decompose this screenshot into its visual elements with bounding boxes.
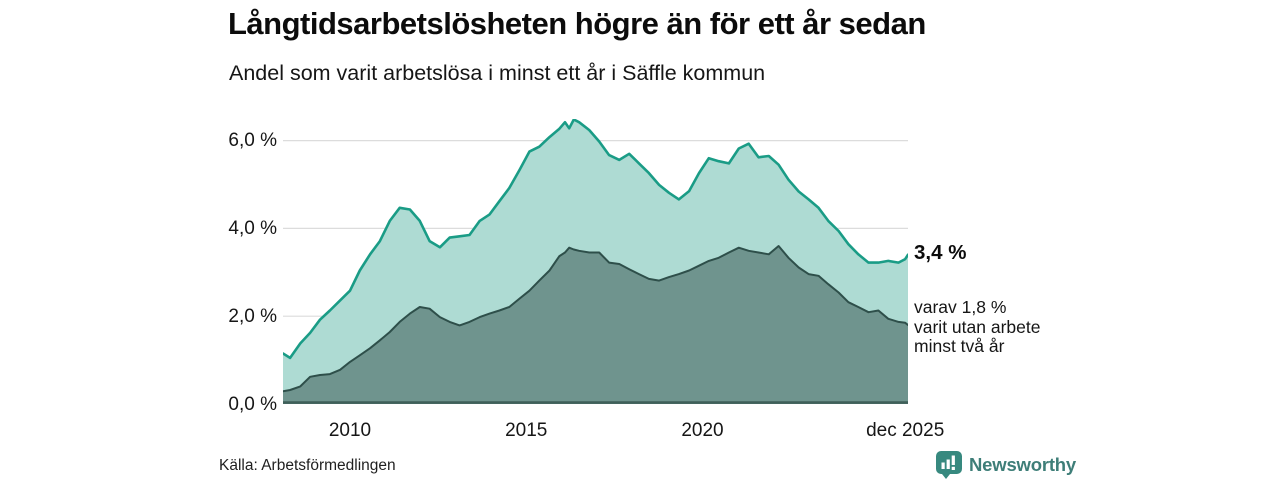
end-label-total: 3,4 % (914, 241, 967, 264)
area-chart-svg (281, 118, 910, 404)
y-tick-label: 6,0 % (228, 130, 277, 152)
brand-logo: Newsworthy (936, 451, 1076, 479)
y-tick-label: 4,0 % (228, 217, 277, 239)
chart-title: Långtidsarbetslösheten högre än för ett … (228, 6, 926, 41)
source-caption: Källa: Arbetsförmedlingen (219, 457, 396, 474)
x-tick-label: 2010 (328, 420, 372, 441)
y-tick-label: 0,0 % (228, 393, 277, 415)
chart-subtitle: Andel som varit arbetslösa i minst ett å… (229, 61, 766, 85)
x-tick-label: 2015 (505, 420, 548, 441)
end-label-subset-note: varav 1,8 % varit utan arbete minst två … (914, 297, 1041, 356)
y-tick-label: 2,0 % (228, 305, 277, 327)
x-tick-label: dec 2025 (866, 420, 945, 441)
x-tick-label: 2020 (681, 420, 724, 441)
plot-area (281, 118, 910, 404)
brand-name: Newsworthy (969, 454, 1076, 475)
newsworthy-icon (936, 451, 962, 479)
